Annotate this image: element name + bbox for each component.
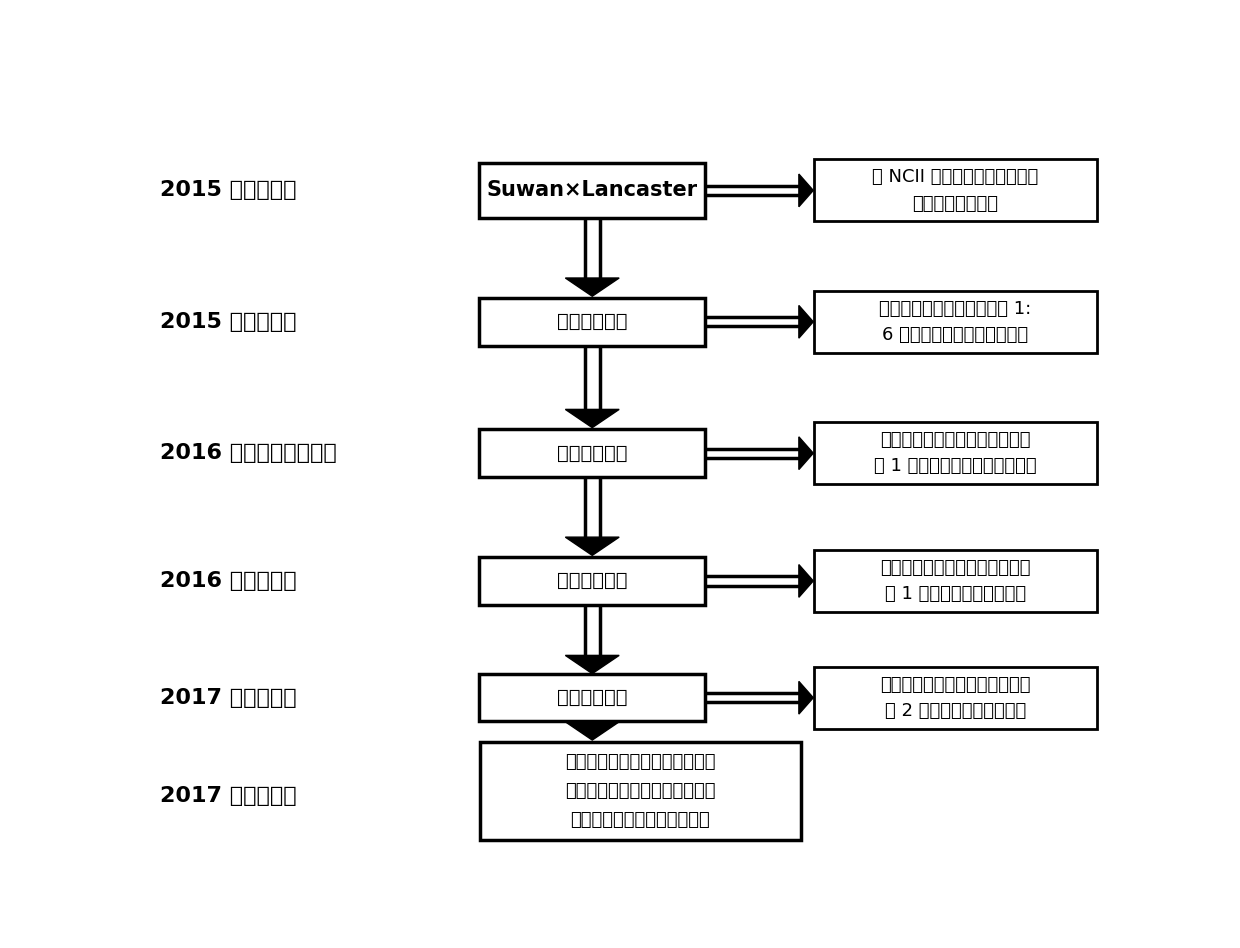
Bar — [813, 291, 1097, 353]
Text: 2017 年冬季海南: 2017 年冬季海南 — [160, 786, 296, 806]
Text: 2017 年春季保山: 2017 年春季保山 — [160, 687, 296, 708]
Polygon shape — [799, 174, 813, 207]
Text: 混合群体３代: 混合群体３代 — [557, 688, 627, 707]
Text: 在自然隔离条件下，两地各种植
约 1 亩，经选择后两地种子混合: 在自然隔离条件下，两地各种植 约 1 亩，经选择后两地种子混合 — [874, 431, 1037, 475]
Text: 种植上季种子: 种植上季种子 — [557, 312, 627, 331]
Text: 在自然隔离条件下，在海南种植
约 2 亩，经选择后混合脱粒: 在自然隔离条件下，在海南种植 约 2 亩，经选择后混合脱粒 — [880, 676, 1030, 720]
Bar — [480, 298, 706, 345]
Bar — [480, 429, 706, 477]
Bar — [813, 422, 1097, 484]
Text: 在自然隔离条件下，在海南种植
约 1 亩，经选择后混合脱粒: 在自然隔离条件下，在海南种植 约 1 亩，经选择后混合脱粒 — [880, 558, 1030, 603]
Polygon shape — [565, 655, 619, 674]
Polygon shape — [799, 437, 813, 469]
Polygon shape — [799, 565, 813, 597]
Polygon shape — [799, 682, 813, 714]
Bar — [813, 666, 1097, 729]
Text: 2016 年冬季海南: 2016 年冬季海南 — [160, 571, 296, 591]
Text: Suwan×Lancaster: Suwan×Lancaster — [486, 180, 698, 200]
Bar — [480, 674, 706, 721]
Text: 在自然隔离条件下，按父母 1:
6 的比例，经选择后混合脱粒: 在自然隔离条件下，按父母 1: 6 的比例，经选择后混合脱粒 — [879, 300, 1032, 344]
Text: 按 NCII 设计组配，收获种子分
别脱粒，分袋包装: 按 NCII 设计组配，收获种子分 别脱粒，分袋包装 — [873, 168, 1039, 212]
Bar — [813, 550, 1097, 612]
Bar — [813, 159, 1097, 222]
Bar — [480, 163, 706, 218]
Text: 混合群体２代: 混合群体２代 — [557, 572, 627, 591]
Polygon shape — [565, 538, 619, 556]
Polygon shape — [565, 278, 619, 297]
Text: 在自然隔离条件下，种植上季种
子，经选择后混合脱粒，形成的
混合群体４代命名为苏兰５号: 在自然隔离条件下，种植上季种 子，经选择后混合脱粒，形成的 混合群体４代命名为苏… — [565, 753, 715, 829]
Text: 混合群体１代: 混合群体１代 — [557, 444, 627, 463]
Polygon shape — [565, 721, 619, 740]
Polygon shape — [565, 410, 619, 428]
Polygon shape — [799, 305, 813, 338]
Text: 2015 年冬季海南: 2015 年冬季海南 — [160, 312, 296, 332]
Text: 2015 年春季贵阳: 2015 年春季贵阳 — [160, 180, 296, 200]
Bar — [480, 741, 801, 840]
Bar — [480, 557, 706, 605]
Text: 2016 年春季贵阳、绵阳: 2016 年春季贵阳、绵阳 — [160, 444, 336, 464]
